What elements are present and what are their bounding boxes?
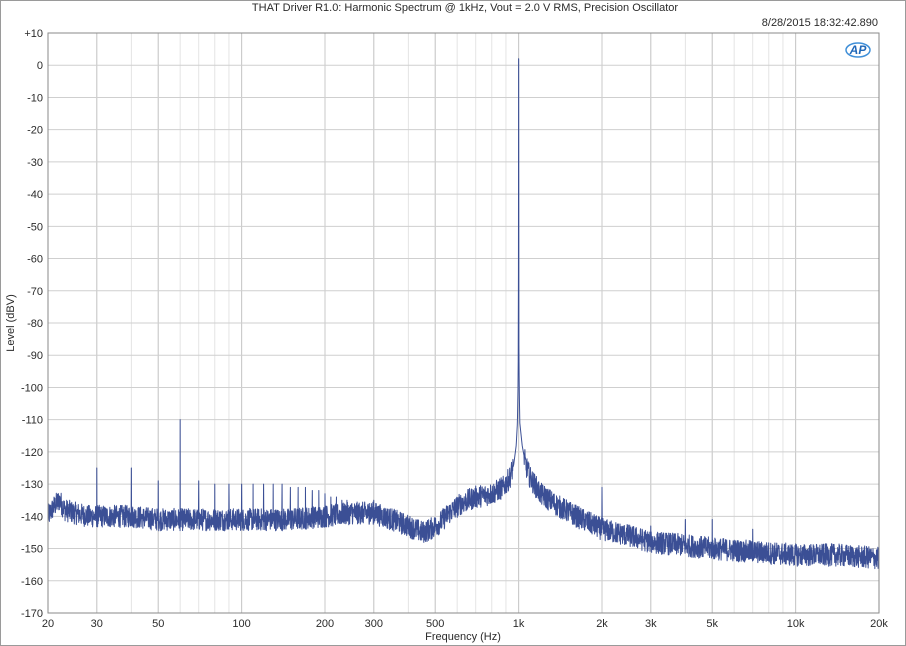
x-axis-label: Frequency (Hz): [425, 631, 501, 643]
y-tick-label: -50: [27, 221, 43, 233]
x-tick-label: 500: [426, 618, 444, 630]
tick-labels-layer: 20 30 50 100 200 300 500 1k 2k 3k 5k 10k 20k +10 0 -10 -…: [21, 28, 888, 630]
ap-logo: AP: [845, 42, 871, 58]
y-tick-label: -30: [27, 157, 43, 169]
x-tick-label: 3k: [645, 618, 657, 630]
ap-logo-swoosh: [845, 42, 871, 58]
x-tick-label: 2k: [596, 618, 608, 630]
y-tick-label: -170: [21, 608, 43, 620]
x-tick-label: 5k: [706, 618, 718, 630]
chart-timestamp: 8/28/2015 18:32:42.890: [762, 17, 878, 29]
y-tick-label: -80: [27, 318, 43, 330]
y-tick-label: -120: [21, 447, 43, 459]
y-tick-label: -20: [27, 125, 43, 137]
y-tick-label: -90: [27, 350, 43, 362]
data-layer: [47, 58, 880, 570]
y-tick-label: -60: [27, 254, 43, 266]
y-tick-label: -100: [21, 382, 43, 394]
y-axis-label: Level (dBV): [5, 294, 17, 351]
plot-area-border: [47, 32, 880, 614]
chart-title: THAT Driver R1.0: Harmonic Spectrum @ 1k…: [252, 2, 678, 14]
y-tick-label: -110: [22, 415, 43, 427]
y-tick-label: -150: [21, 544, 43, 556]
x-tick-label: 200: [316, 618, 334, 630]
x-tick-label: 50: [152, 618, 164, 630]
y-tick-label: 0: [37, 60, 43, 72]
x-tick-label: 20: [42, 618, 54, 630]
x-tick-label: 300: [365, 618, 383, 630]
y-tick-label: -70: [27, 286, 43, 298]
y-tick-label: -40: [27, 189, 43, 201]
x-tick-label: 20k: [870, 618, 888, 630]
spectrum-trace: [47, 58, 880, 570]
y-tick-label: +10: [24, 28, 43, 40]
x-tick-label: 30: [91, 618, 103, 630]
y-tick-label: -140: [21, 511, 43, 523]
y-tick-label: -160: [21, 576, 43, 588]
x-tick-label: 1k: [513, 618, 525, 630]
y-tick-label: -130: [21, 479, 43, 491]
x-tick-label: 100: [232, 618, 250, 630]
ap-logo-text: AP: [849, 43, 868, 57]
y-tick-label: -10: [27, 92, 43, 104]
grid-layer: [47, 32, 880, 614]
x-tick-label: 10k: [787, 618, 805, 630]
